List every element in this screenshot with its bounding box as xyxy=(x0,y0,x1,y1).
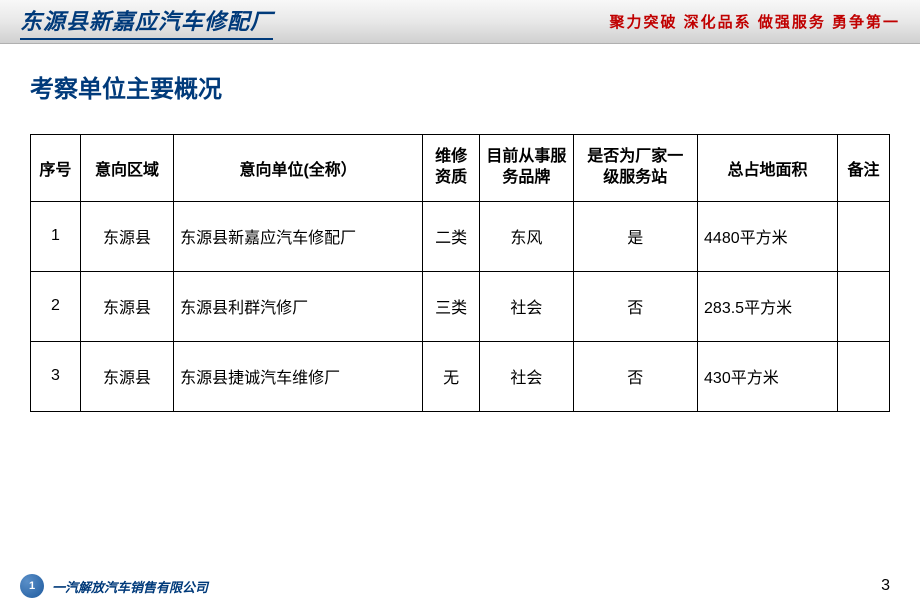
cell-station: 否 xyxy=(573,341,697,411)
cell-region: 东源县 xyxy=(80,201,173,271)
cell-qual: 三类 xyxy=(423,271,480,341)
col-header-brand: 目前从事服务品牌 xyxy=(480,135,573,202)
col-header-area: 总占地面积 xyxy=(698,135,838,202)
cell-brand: 社会 xyxy=(480,271,573,341)
cell-brand: 社会 xyxy=(480,341,573,411)
cell-area: 283.5平方米 xyxy=(698,271,838,341)
cell-station: 是 xyxy=(573,201,697,271)
company-title: 东源县新嘉应汽车修配厂 xyxy=(20,9,273,34)
cell-seq: 2 xyxy=(31,271,81,341)
cell-qual: 无 xyxy=(423,341,480,411)
col-header-note: 备注 xyxy=(838,135,890,202)
header-slogan: 聚力突破 深化品系 做强服务 勇争第一 xyxy=(609,11,900,32)
table-header-row: 序号 意向区域 意向单位(全称） 维修资质 目前从事服务品牌 是否为厂家一级服务… xyxy=(31,135,890,202)
header-bar: 东源县新嘉应汽车修配厂 聚力突破 深化品系 做强服务 勇争第一 xyxy=(0,0,920,44)
header-left: 东源县新嘉应汽车修配厂 xyxy=(20,4,273,40)
col-header-seq: 序号 xyxy=(31,135,81,202)
cell-unit: 东源县捷诚汽车维修厂 xyxy=(174,341,423,411)
cell-brand: 东风 xyxy=(480,201,573,271)
logo-icon xyxy=(20,574,44,598)
cell-seq: 3 xyxy=(31,341,81,411)
cell-qual: 二类 xyxy=(423,201,480,271)
cell-region: 东源县 xyxy=(80,341,173,411)
footer: 一汽解放汽车销售有限公司 xyxy=(20,574,208,598)
cell-note xyxy=(838,271,890,341)
cell-area: 4480平方米 xyxy=(698,201,838,271)
cell-station: 否 xyxy=(573,271,697,341)
col-header-region: 意向区域 xyxy=(80,135,173,202)
cell-note xyxy=(838,341,890,411)
cell-seq: 1 xyxy=(31,201,81,271)
table-row: 2 东源县 东源县利群汽修厂 三类 社会 否 283.5平方米 xyxy=(31,271,890,341)
col-header-station: 是否为厂家一级服务站 xyxy=(573,135,697,202)
cell-area: 430平方米 xyxy=(698,341,838,411)
cell-unit: 东源县新嘉应汽车修配厂 xyxy=(174,201,423,271)
table-row: 3 东源县 东源县捷诚汽车维修厂 无 社会 否 430平方米 xyxy=(31,341,890,411)
cell-unit: 东源县利群汽修厂 xyxy=(174,271,423,341)
cell-region: 东源县 xyxy=(80,271,173,341)
footer-company: 一汽解放汽车销售有限公司 xyxy=(52,577,208,596)
section-title: 考察单位主要概况 xyxy=(30,69,890,104)
page-number: 3 xyxy=(881,577,890,595)
content-area: 考察单位主要概况 序号 意向区域 意向单位(全称） 维修资质 目前从事服务品牌 … xyxy=(0,44,920,437)
table-row: 1 东源县 东源县新嘉应汽车修配厂 二类 东风 是 4480平方米 xyxy=(31,201,890,271)
col-header-unit: 意向单位(全称） xyxy=(174,135,423,202)
col-header-qual: 维修资质 xyxy=(423,135,480,202)
cell-note xyxy=(838,201,890,271)
data-table: 序号 意向区域 意向单位(全称） 维修资质 目前从事服务品牌 是否为厂家一级服务… xyxy=(30,134,890,412)
